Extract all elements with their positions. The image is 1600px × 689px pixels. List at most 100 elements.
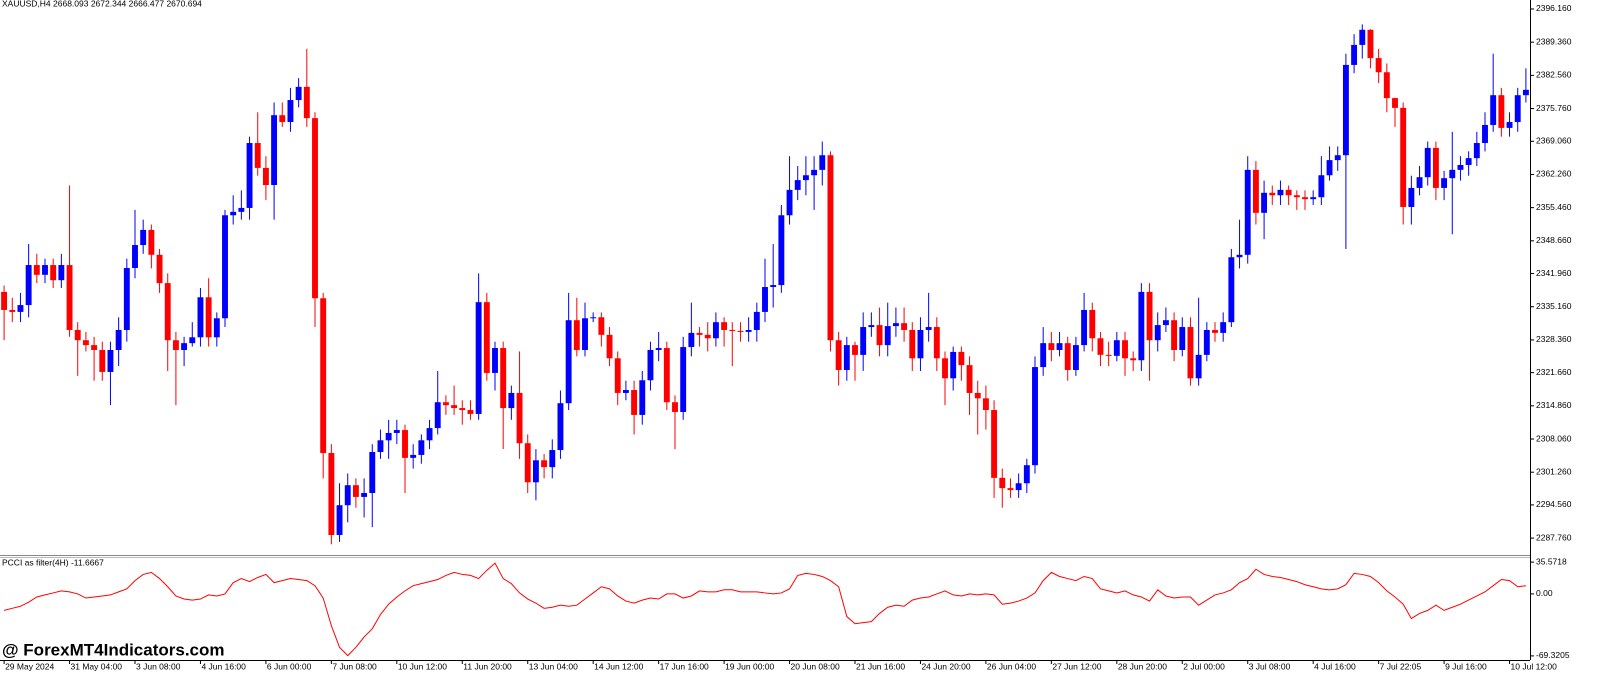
candle-body — [1089, 309, 1096, 339]
candle-body — [966, 365, 973, 393]
candle-body — [262, 167, 269, 185]
candle-body — [205, 297, 212, 338]
candle-body — [1, 291, 8, 310]
candle-body — [1228, 257, 1235, 323]
candle-body — [475, 302, 482, 414]
candle-body — [802, 175, 809, 181]
candle-body — [483, 302, 490, 373]
candle-body — [1244, 169, 1251, 255]
candle-body — [696, 332, 703, 335]
candle-body — [532, 460, 539, 483]
y-tick-label: 2382.560 — [1536, 70, 1572, 80]
candle-body — [582, 318, 588, 350]
candle-body — [238, 207, 245, 212]
y-tick-label: 2294.560 — [1536, 499, 1572, 509]
candle-body — [1342, 64, 1349, 156]
candle-body — [1514, 95, 1521, 123]
candle-body — [1236, 254, 1243, 258]
y-tick-label: 2355.460 — [1536, 202, 1572, 212]
candle-body — [91, 345, 98, 350]
candle-body — [213, 318, 220, 338]
x-tick-label: 2 Jul 00:00 — [1183, 661, 1225, 671]
candle-body — [66, 265, 73, 330]
y-tick-label: 2287.760 — [1536, 532, 1572, 542]
candle-body — [385, 432, 392, 441]
candle-body — [1040, 343, 1047, 368]
x-tick-label: 4 Jun 16:00 — [201, 661, 246, 671]
candle-body — [1457, 164, 1464, 170]
candle-body — [712, 322, 719, 339]
candle-body — [1105, 354, 1112, 356]
y-tick-label: -69.3205 — [1536, 650, 1570, 660]
candle-body — [99, 349, 106, 372]
candle-body — [1465, 158, 1472, 165]
candle-body — [246, 143, 253, 208]
candle-body — [1334, 155, 1341, 161]
candle-body — [868, 325, 875, 328]
candle-body — [1432, 147, 1439, 188]
candle-body — [1097, 338, 1104, 355]
candle-body — [1007, 488, 1014, 491]
x-tick-label: 10 Jul 12:00 — [1511, 661, 1558, 671]
candle-body — [516, 392, 523, 444]
candle-body — [860, 327, 867, 355]
candle-body — [1351, 44, 1358, 65]
candle-body — [598, 317, 605, 335]
candle-body — [1179, 327, 1186, 350]
candle-body — [1277, 189, 1284, 196]
candle-body — [1015, 483, 1022, 491]
y-tick-label: 0.00 — [1536, 588, 1553, 598]
candle-body — [982, 398, 989, 411]
indicator-line — [3, 562, 1526, 657]
candle-body — [704, 334, 711, 339]
x-tick-label: 24 Jun 20:00 — [921, 661, 970, 671]
candle-body — [459, 408, 466, 411]
candle-body — [181, 343, 188, 350]
candle-body — [1326, 160, 1333, 176]
candle-body — [770, 285, 777, 288]
candle-body — [1383, 72, 1390, 99]
candle-body — [819, 155, 826, 170]
candle-body — [672, 402, 678, 412]
candle-body — [1261, 192, 1268, 213]
candle-body — [1473, 143, 1480, 159]
candle-body — [287, 100, 294, 123]
candle-body — [524, 443, 531, 483]
candle-body — [402, 430, 408, 458]
candle-body — [230, 211, 237, 216]
candle-body — [1392, 98, 1398, 108]
candle-body — [9, 309, 16, 312]
candle-body — [999, 477, 1006, 489]
candle-body — [655, 348, 662, 350]
x-tick-label: 7 Jun 08:00 — [332, 661, 377, 671]
candle-body — [492, 348, 498, 373]
candle-body — [393, 430, 400, 433]
candle-body — [172, 340, 179, 350]
candle-body — [1318, 175, 1325, 198]
x-tick-label: 7 Jul 22:05 — [1380, 661, 1422, 671]
candle-body — [50, 265, 57, 281]
candle-body — [974, 392, 981, 399]
candle-body — [328, 452, 335, 535]
x-tick-label: 9 Jul 16:00 — [1445, 661, 1487, 671]
candle-body — [745, 329, 752, 332]
candle-body — [909, 329, 916, 359]
candle-body — [925, 327, 932, 330]
candle-body — [565, 320, 572, 404]
candle-body — [1449, 169, 1456, 179]
candle-body — [140, 229, 147, 246]
candle-body — [786, 189, 793, 216]
candle-body — [410, 454, 417, 458]
candle-body — [950, 351, 957, 379]
candle-body — [1064, 343, 1071, 370]
candle-body — [42, 265, 48, 275]
y-tick-label: 2301.260 — [1536, 466, 1572, 476]
x-tick-label: 19 Jun 00:00 — [725, 661, 774, 671]
candle-body — [843, 345, 850, 370]
candle-body — [991, 410, 998, 478]
candle-body — [156, 254, 163, 284]
candle-body — [737, 330, 744, 332]
candle-body — [590, 317, 597, 319]
candle-body — [295, 86, 302, 101]
candle-body — [622, 390, 629, 393]
